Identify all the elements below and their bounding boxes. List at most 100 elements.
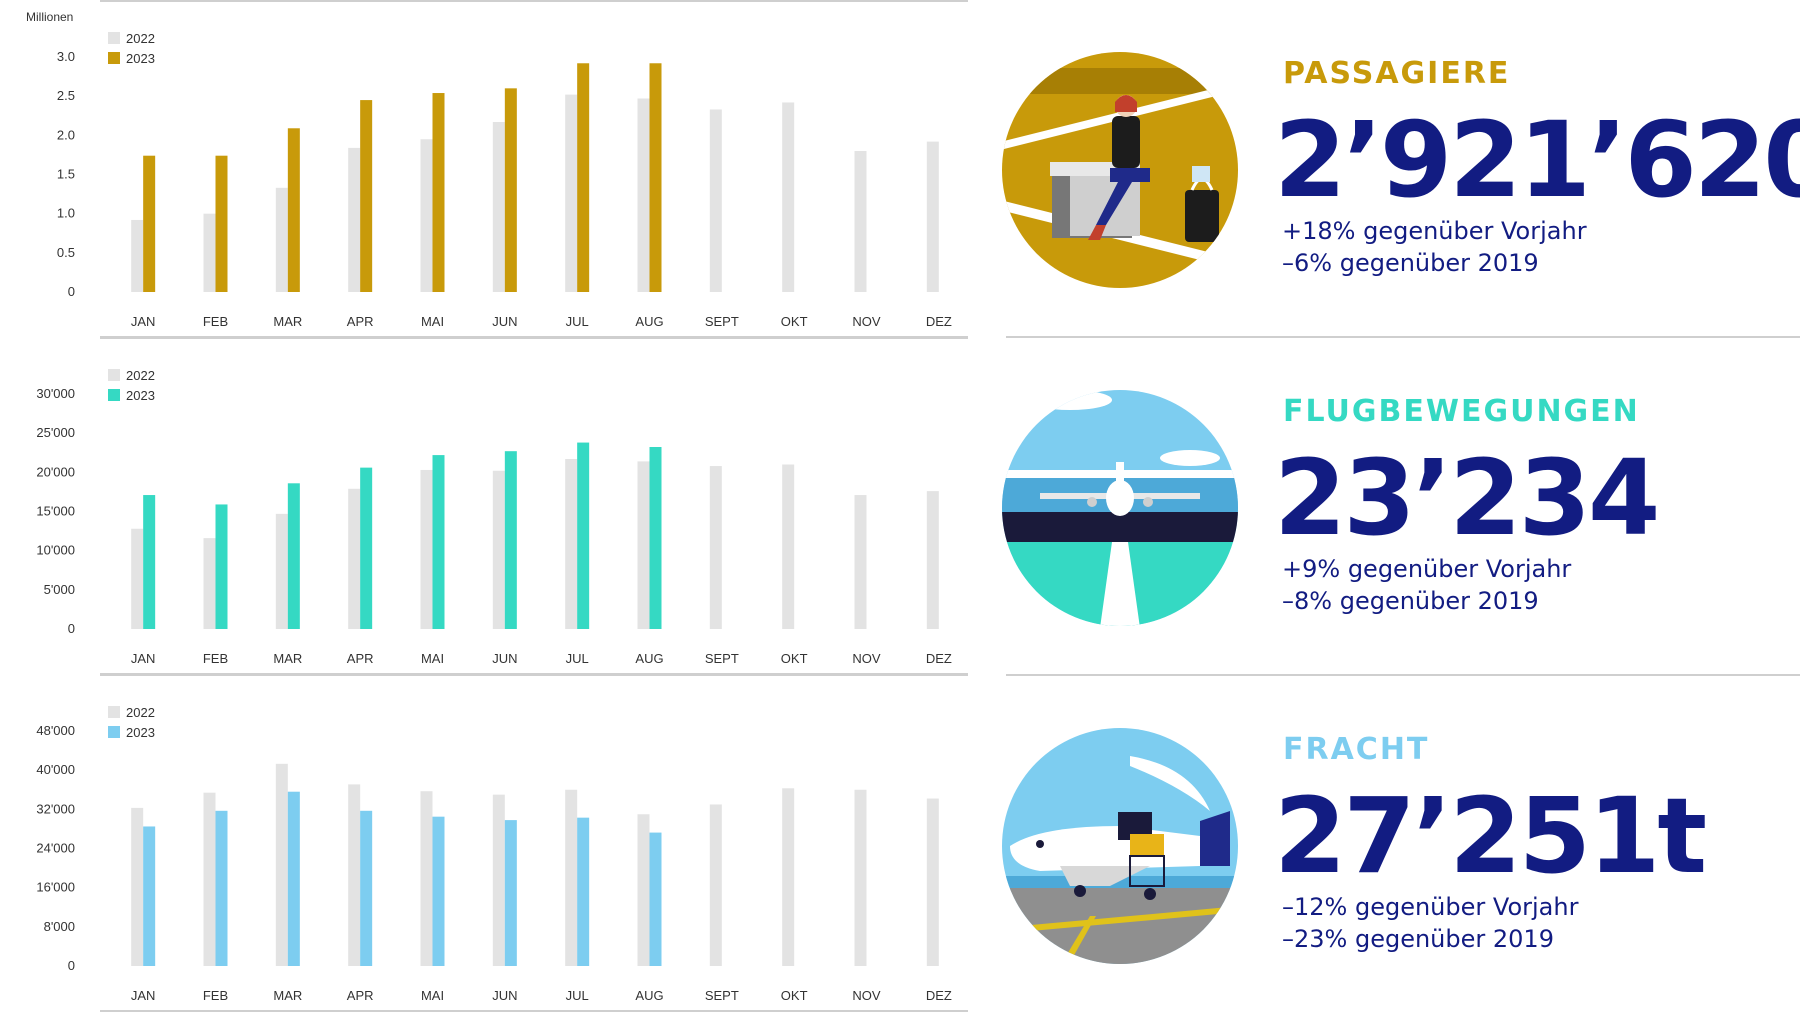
bar-2022-mar xyxy=(275,513,288,629)
bar-2022-sept xyxy=(709,466,722,629)
bar-2022-jul xyxy=(565,789,578,966)
y-tick-label: 0 xyxy=(68,621,75,636)
x-tick-label: NOV xyxy=(852,314,881,329)
legend-label-2022: 2022 xyxy=(126,705,155,720)
bar-2022-mai xyxy=(420,469,433,629)
bar-2022-okt xyxy=(782,464,795,629)
kpi-value-passagiere: 2’921’620 xyxy=(1274,99,1800,221)
bar-2022-nov xyxy=(854,495,867,629)
bar-2022-nov xyxy=(854,151,867,292)
x-tick-label: DEZ xyxy=(926,988,952,1003)
y-tick-label: 20'000 xyxy=(36,464,75,479)
x-tick-label: JAN xyxy=(131,988,156,1003)
bar-2023-aug xyxy=(649,63,662,293)
bar-2023-mai xyxy=(432,93,445,293)
legend-label-2022: 2022 xyxy=(126,31,155,46)
bar-2022-jul xyxy=(565,94,578,292)
x-tick-label: OKT xyxy=(781,651,808,666)
x-tick-label: OKT xyxy=(781,988,808,1003)
x-tick-label: OKT xyxy=(781,314,808,329)
legend-swatch-2023 xyxy=(108,726,120,738)
kpi-value-flugbewegungen: 23’234 xyxy=(1274,437,1660,559)
legend-swatch-2023 xyxy=(108,52,120,64)
x-tick-label: MAR xyxy=(273,651,302,666)
chart-1: Millionen 0 0.5 1.0 1.5 2.0 2.5 3.0 2022 2023 JAN F… xyxy=(26,0,968,338)
bar-2023-aug xyxy=(649,832,662,966)
x-tick-label: FEB xyxy=(203,314,228,329)
bar-2022-okt xyxy=(782,788,795,966)
bar-2022-jul xyxy=(565,459,578,629)
x-tick-label: SEPT xyxy=(705,651,739,666)
bar-2022-apr xyxy=(348,147,361,292)
x-tick-label: AUG xyxy=(635,314,663,329)
bar-2022-feb xyxy=(203,213,216,292)
x-tick-label: APR xyxy=(347,651,374,666)
bar-2023-mar xyxy=(287,483,300,629)
y-tick-label: 5'000 xyxy=(44,582,75,597)
bar-2023-jan xyxy=(143,495,156,629)
bar-2023-jul xyxy=(577,63,590,293)
x-tick-label: JUN xyxy=(492,988,517,1003)
bar-2023-feb xyxy=(215,810,228,966)
bar-2022-sept xyxy=(709,109,722,292)
bar-2023-mai xyxy=(432,816,445,966)
kpi-delta-2019-passagiere: –6% gegenüber 2019 xyxy=(1282,249,1539,277)
chart-2: 0 5'000 10'000 15'000 20'000 25'000 30'000 2022… xyxy=(36,337,968,675)
y-tick-label: 16'000 xyxy=(36,880,75,895)
bar-2022-aug xyxy=(637,98,650,293)
bar-2023-jul xyxy=(577,817,590,966)
x-tick-label: APR xyxy=(347,988,374,1003)
legend-swatch-2023 xyxy=(108,389,120,401)
y-tick-label: 24'000 xyxy=(36,841,75,856)
x-tick-label: DEZ xyxy=(926,314,952,329)
kpi-divider-2 xyxy=(1006,674,1800,676)
bar-2023-jun xyxy=(504,820,517,966)
x-tick-label: AUG xyxy=(635,651,663,666)
bar-2023-feb xyxy=(215,504,228,629)
bar-2022-dez xyxy=(926,491,939,629)
bar-2022-jan xyxy=(131,219,144,292)
legend-label-2023: 2023 xyxy=(126,51,155,66)
bar-2022-mai xyxy=(420,791,433,966)
bar-2022-jun xyxy=(492,470,505,629)
bar-2022-apr xyxy=(348,488,361,629)
kpi-delta-prev-flugbewegungen: +9% gegenüber Vorjahr xyxy=(1282,555,1572,583)
legend-label-2023: 2023 xyxy=(126,388,155,403)
kpi-value-fracht: 27’251t xyxy=(1274,775,1707,897)
bar-2022-nov xyxy=(854,789,867,966)
bar-2023-jan xyxy=(143,155,156,292)
x-tick-label: JUL xyxy=(566,651,589,666)
legend-label-2023: 2023 xyxy=(126,725,155,740)
x-tick-label: JUL xyxy=(566,314,589,329)
y-tick-label: 1.5 xyxy=(57,167,75,182)
bar-2023-jul xyxy=(577,442,590,629)
y-tick-label: 15'000 xyxy=(36,504,75,519)
kpi-delta-prev-fracht: –12% gegenüber Vorjahr xyxy=(1282,893,1579,921)
bar-2022-aug xyxy=(637,814,650,966)
bar-2023-apr xyxy=(360,467,373,629)
x-tick-label: JAN xyxy=(131,651,156,666)
bar-2022-dez xyxy=(926,141,939,292)
x-tick-label: MAR xyxy=(273,988,302,1003)
y-tick-label: 25'000 xyxy=(36,425,75,440)
bar-2023-jan xyxy=(143,826,156,966)
x-tick-label: DEZ xyxy=(926,651,952,666)
bar-2023-apr xyxy=(360,810,373,966)
y-axis-label: Millionen xyxy=(26,10,73,24)
bar-2023-apr xyxy=(360,100,373,292)
y-tick-label: 0 xyxy=(68,958,75,973)
x-tick-label: JUN xyxy=(492,651,517,666)
bar-2022-sept xyxy=(709,804,722,966)
y-tick-label: 1.0 xyxy=(57,206,75,221)
bar-2022-jun xyxy=(492,122,505,293)
x-tick-label: NOV xyxy=(852,651,881,666)
kpi-delta-2019-fracht: –23% gegenüber 2019 xyxy=(1282,925,1554,953)
kpi-divider-1 xyxy=(1006,336,1800,338)
bar-2022-dez xyxy=(926,798,939,966)
legend-label-2022: 2022 xyxy=(126,368,155,383)
bar-2023-mai xyxy=(432,455,445,629)
bar-2022-feb xyxy=(203,538,216,629)
legend-swatch-2022 xyxy=(108,369,120,381)
chart-3: 0 8'000 16'000 24'000 32'000 40'000 48'000 2022… xyxy=(36,674,968,1012)
bar-2022-mar xyxy=(275,763,288,966)
